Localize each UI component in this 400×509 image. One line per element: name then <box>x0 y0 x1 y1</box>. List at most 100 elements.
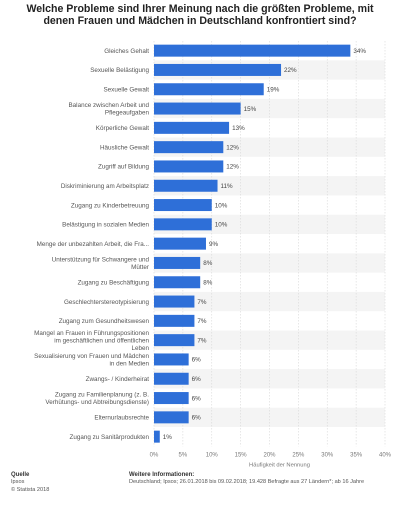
value-label: 6% <box>192 415 202 422</box>
category-label-line: Zugang zum Gesundheitswesen <box>59 318 150 325</box>
category-label-line: Verhütungs- und Abtreibungsdienste) <box>45 399 149 406</box>
category-label-line: Unterstützung für Schwangere und <box>52 256 150 263</box>
category-label: Zwangs- / Kinderheirat <box>86 376 150 383</box>
x-tick-label: 20% <box>263 452 276 458</box>
bar <box>154 141 224 154</box>
category-label-line: Mangel an Frauen in Führungspositionen <box>34 330 149 337</box>
bar <box>154 121 230 134</box>
value-label: 6% <box>192 357 202 364</box>
value-label: 10% <box>215 222 228 229</box>
category-label: Menge der unbezahlten Arbeit, die Fra... <box>37 241 150 248</box>
category-label: Geschlechterstereotypisierung <box>64 299 150 306</box>
bar <box>154 63 282 76</box>
category-label: Zugang zu Kinderbetreuung <box>71 202 150 209</box>
bar <box>154 83 264 96</box>
source-block: Quelle Ipsos © Statista 2018 <box>11 472 49 494</box>
category-label-line: Häusliche Gewalt <box>100 144 149 151</box>
category-label-line: Belästigung in sozialen Medien <box>62 222 149 229</box>
x-tick-label: 25% <box>292 452 305 458</box>
bar <box>154 372 189 385</box>
bar <box>154 44 351 57</box>
category-label-line: Geschlechterstereotypisierung <box>64 299 150 306</box>
bar <box>154 199 212 212</box>
bar <box>154 295 195 308</box>
category-label: Mangel an Frauen in Führungspositionen im… <box>34 330 149 352</box>
category-label-line: Sexuelle Belästigung <box>90 67 149 74</box>
category-label-line: Zugang zu Kinderbetreuung <box>71 202 150 209</box>
bar <box>154 276 201 289</box>
bar <box>154 256 201 269</box>
chart-title: Welche Probleme sind Ihrer Meinung nach … <box>12 3 388 27</box>
value-label: 13% <box>232 125 245 132</box>
category-label-line: Sexuelle Gewalt <box>103 86 149 93</box>
category-label-line: Körperliche Gewalt <box>96 125 149 132</box>
info-block: Weitere Informationen: Deutschland; Ipso… <box>129 472 391 487</box>
category-label-line: Zugang zu Familienplanung (z. B. <box>55 392 149 399</box>
category-label: Zugang zum Gesundheitswesen <box>59 318 150 325</box>
chart-title-line-2: denen Frauen und Mädchen in Deutschland … <box>43 15 357 27</box>
value-label: 12% <box>226 164 239 171</box>
category-label: Belästigung in sozialen Medien <box>62 222 149 229</box>
category-label-line: Balance zwischen Arbeit und <box>68 102 149 109</box>
chart-title-line-1: Welche Probleme sind Ihrer Meinung nach … <box>26 3 374 15</box>
category-label-line: Leben <box>131 345 149 352</box>
bar <box>154 314 195 327</box>
x-tick-label: 40% <box>379 452 392 458</box>
bar <box>154 102 241 115</box>
category-label: Körperliche Gewalt <box>96 125 149 132</box>
x-tick-label: 10% <box>206 452 219 458</box>
category-label: Gleiches Gehalt <box>104 48 149 55</box>
category-label: Sexualisierung von Frauen und Mädchen in … <box>34 353 149 367</box>
x-tick-label: 5% <box>179 452 188 458</box>
bar <box>154 179 218 192</box>
value-label: 7% <box>197 318 207 325</box>
copyright-text: © Statista 2018 <box>11 486 50 493</box>
value-label: 7% <box>197 337 207 344</box>
value-label: 10% <box>215 202 228 209</box>
category-label: Zugang zu Beschäftigung <box>78 279 150 286</box>
category-label-line: im geschäftlichen und öffentlichen <box>54 337 149 344</box>
bar <box>154 353 189 366</box>
value-label: 7% <box>197 299 207 306</box>
category-label: Zugang zu Sanitärprodukten <box>70 434 150 441</box>
category-label-line: Zugang zu Sanitärprodukten <box>70 434 150 441</box>
value-label: 12% <box>226 144 239 151</box>
value-label: 19% <box>267 86 280 93</box>
x-axis-title: Häufigkeit der Nennung <box>249 462 310 468</box>
bar <box>154 218 212 231</box>
category-label: Zugriff auf Bildung <box>98 164 149 171</box>
value-label: 15% <box>244 106 257 113</box>
category-label-line: Mütter <box>131 264 149 271</box>
info-text: Deutschland; Ipsos; 26.01.2018 bis 09.02… <box>129 479 365 486</box>
value-label: 9% <box>209 241 219 248</box>
value-label: 6% <box>192 376 202 383</box>
value-label: 34% <box>353 48 366 55</box>
value-label: 11% <box>221 183 234 190</box>
value-label: 1% <box>163 434 173 441</box>
x-tick-label: 30% <box>321 452 334 458</box>
bar <box>154 411 189 424</box>
category-label-line: Menge der unbezahlten Arbeit, die Fra... <box>37 241 150 248</box>
category-label-line: Sexualisierung von Frauen und Mädchen <box>34 353 149 360</box>
value-label: 8% <box>203 260 213 267</box>
category-label-line: Zugriff auf Bildung <box>98 164 149 171</box>
bar <box>154 334 195 347</box>
category-label: Sexuelle Belästigung <box>90 67 149 74</box>
category-label-line: in den Medien <box>109 360 149 367</box>
value-label: 22% <box>284 67 297 74</box>
category-label: Elternurlaubsrechte <box>94 415 149 422</box>
category-label-line: Zugang zu Beschäftigung <box>78 279 150 286</box>
bar <box>154 392 189 405</box>
category-label: Zugang zu Familienplanung (z. B. Verhütun… <box>45 392 149 406</box>
category-label-line: Gleiches Gehalt <box>104 48 149 55</box>
category-label: Häusliche Gewalt <box>100 144 149 151</box>
value-label: 6% <box>192 395 202 402</box>
category-label-line: Diskriminierung am Arbeitsplatz <box>61 183 149 190</box>
source-heading: Quelle <box>11 472 30 478</box>
info-heading: Weitere Informationen: <box>129 472 195 478</box>
bar-chart: 34% Gleiches Gehalt 22% Sexuelle Belästigun… <box>34 41 392 468</box>
x-tick-label: 15% <box>235 452 248 458</box>
category-label: Balance zwischen Arbeit und Pflegeaufgabe… <box>68 102 149 116</box>
category-label-line: Pflegeaufgaben <box>105 109 150 116</box>
bar <box>154 237 206 250</box>
